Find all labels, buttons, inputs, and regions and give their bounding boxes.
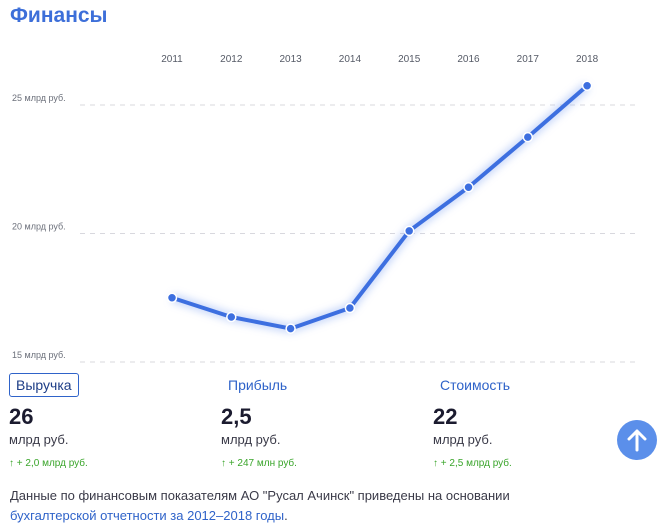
- y-tick-label: 25 млрд руб.: [12, 93, 66, 103]
- tab-value[interactable]: Стоимость: [440, 377, 511, 393]
- x-tick-label: 2014: [339, 54, 362, 65]
- metric-profit: Прибыль 2,5 млрд руб. ↑ + 247 млн руб.: [221, 373, 421, 469]
- x-tick-label: 2013: [279, 54, 302, 65]
- x-tick-label: 2015: [398, 54, 421, 65]
- metric-value: Стоимость 22 млрд руб. ↑ + 2,5 млрд руб.: [433, 373, 633, 469]
- y-tick-label: 20 млрд руб.: [12, 222, 66, 232]
- value-unit: млрд руб.: [433, 432, 493, 447]
- financial-report-link[interactable]: бухгалтерской отчетности за 2012–2018 го…: [10, 508, 285, 523]
- x-tick-label: 2016: [457, 54, 480, 65]
- note-suffix: .: [284, 508, 288, 523]
- data-point[interactable]: [463, 181, 474, 193]
- value-delta: ↑ + 2,5 млрд руб.: [433, 458, 512, 469]
- note-text: Данные по финансовым показателям АО "Рус…: [10, 488, 510, 503]
- x-tick-label: 2011: [161, 54, 183, 65]
- x-tick-label: 2012: [220, 54, 243, 65]
- tab-revenue[interactable]: Выручка: [9, 373, 79, 397]
- finance-line-chart: 2011 2012 2013 2014 2015 2016 2017 2018 15 млрд…: [12, 54, 640, 363]
- data-point[interactable]: [403, 225, 415, 237]
- data-point[interactable]: [285, 323, 296, 334]
- tab-profit[interactable]: Прибыль: [228, 377, 288, 393]
- data-point[interactable]: [166, 292, 178, 303]
- series-line-glow: [170, 82, 591, 334]
- data-point[interactable]: [226, 311, 237, 323]
- revenue-value: 26: [9, 404, 34, 429]
- revenue-unit: млрд руб.: [9, 432, 69, 447]
- series-line: [170, 83, 590, 331]
- x-tick-label: 2018: [576, 54, 599, 65]
- metric-revenue: Выручка 26 млрд руб. ↑ + 2,0 млрд руб.: [9, 373, 209, 469]
- scroll-up-button[interactable]: [617, 420, 657, 460]
- profit-unit: млрд руб.: [221, 432, 281, 447]
- data-point[interactable]: [581, 80, 593, 91]
- data-point[interactable]: [522, 131, 534, 143]
- x-tick-label: 2017: [517, 54, 540, 65]
- section-title: Финансы: [10, 4, 108, 27]
- profit-value: 2,5: [221, 404, 252, 429]
- arrow-up-icon: [627, 429, 647, 452]
- data-source-note: Данные по финансовым показателям АО "Рус…: [10, 486, 570, 526]
- data-point[interactable]: [344, 302, 356, 314]
- value-value: 22: [433, 404, 458, 429]
- y-tick-label: 15 млрд руб.: [12, 350, 66, 360]
- profit-delta: ↑ + 247 млн руб.: [221, 458, 297, 469]
- revenue-delta: ↑ + 2,0 млрд руб.: [9, 458, 88, 469]
